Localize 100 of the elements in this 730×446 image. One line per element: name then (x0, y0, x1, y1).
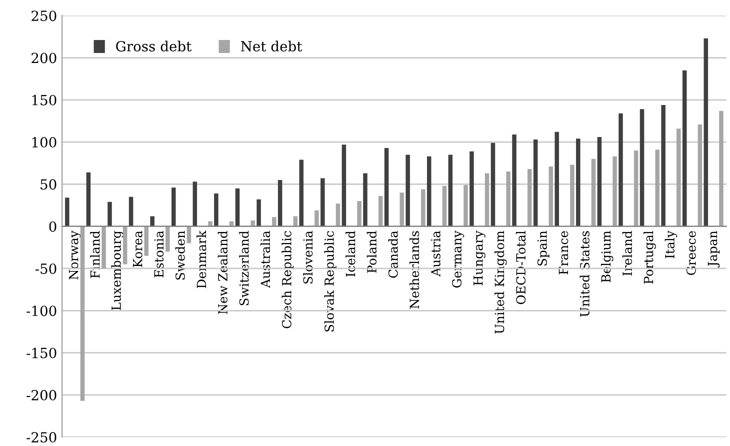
bar (591, 158, 596, 226)
legend-label: Gross debt (116, 40, 192, 52)
x-tick-label: France (558, 231, 568, 274)
bar (166, 226, 170, 252)
x-tick-label: Slovenia (302, 230, 313, 284)
x-tick-label: New Zealand (218, 230, 228, 314)
bar (426, 156, 432, 226)
bar (421, 189, 426, 226)
bar (640, 109, 644, 226)
bar (357, 201, 362, 226)
x-tick-label: Poland (366, 230, 377, 273)
x-tick-label: Denmark (196, 230, 206, 288)
x-tick-label: Norway (68, 230, 81, 280)
x-tick-label: Greece (686, 231, 696, 275)
x-tick-label: Germany (452, 230, 464, 288)
bar (597, 136, 602, 226)
bar (676, 128, 681, 226)
bar (214, 193, 218, 226)
x-tick-label: Sweden (175, 230, 185, 280)
bar (128, 196, 134, 226)
bar (719, 110, 724, 226)
bar (464, 185, 468, 226)
x-tick-label: Switzerland (239, 230, 249, 306)
bar (618, 113, 623, 226)
bar (208, 221, 212, 226)
bar (102, 226, 106, 268)
x-tick-label: Spain (537, 230, 550, 266)
y-tick-label: 200 (32, 52, 56, 64)
x-tick-label: Korea (133, 230, 142, 268)
y-tick-label: -250 (26, 432, 56, 443)
bar (122, 226, 128, 264)
x-tick-label: Netherlands (409, 231, 420, 309)
bar (448, 154, 453, 226)
bar (293, 216, 298, 226)
bar (554, 132, 559, 226)
x-tick-label: Slovak Republic (324, 231, 336, 332)
x-tick-label: Luxembourg (111, 230, 124, 310)
bar (533, 140, 538, 226)
y-tick-label: 150 (32, 94, 56, 106)
bar (378, 196, 383, 226)
x-tick-label: Austria (431, 230, 440, 277)
bar (320, 178, 325, 226)
x-tick-label: Portugal (644, 230, 656, 284)
bar (171, 188, 176, 226)
bar (527, 169, 532, 226)
y-tick-label: -150 (26, 348, 56, 358)
bar (698, 124, 702, 226)
bar (661, 104, 666, 226)
x-tick-label: OECD-Total (516, 230, 526, 304)
bar (512, 134, 516, 226)
bar (192, 182, 198, 226)
bar (484, 173, 490, 226)
bar (150, 216, 154, 226)
bar (250, 220, 255, 226)
bar (384, 148, 389, 226)
bar (570, 164, 574, 226)
bar (612, 156, 617, 226)
bar (108, 202, 112, 226)
y-tick-label: 100 (32, 137, 56, 148)
bar (682, 70, 687, 226)
legend-label: Net debt (240, 40, 302, 52)
y-tick-label: 50 (40, 179, 56, 190)
bar (442, 186, 447, 226)
x-tick-label: Iceland (346, 230, 356, 277)
bar (704, 38, 708, 226)
x-tick-label: Finland (90, 230, 100, 278)
y-tick-label: -50 (35, 263, 56, 274)
bar (256, 199, 261, 226)
bar (655, 150, 660, 226)
bar (490, 142, 496, 226)
y-tick-label: 250 (32, 10, 56, 22)
bar (400, 192, 404, 226)
bar (634, 150, 638, 226)
x-tick-label: Estonia (154, 230, 164, 278)
bar (406, 154, 410, 226)
x-tick-label: United Kingdom (494, 230, 507, 334)
x-tick-label: Australia (260, 230, 270, 288)
y-tick-label: -100 (26, 306, 56, 316)
bar (336, 204, 340, 226)
x-tick-label: Canada (388, 230, 398, 278)
y-tick-label: 0 (49, 221, 56, 232)
bar (470, 151, 474, 226)
bar (506, 172, 510, 226)
x-tick-label: Japan (708, 230, 720, 268)
x-tick-label: Italy (664, 230, 678, 258)
y-tick-label: -200 (26, 390, 56, 400)
x-tick-label: Czech Republic (282, 231, 294, 328)
x-tick-label: Hungary (474, 230, 486, 286)
bar (65, 198, 70, 226)
bar (144, 226, 148, 256)
bar (86, 172, 91, 226)
bar (80, 226, 85, 401)
bar (548, 166, 554, 226)
bar (314, 210, 319, 226)
bar (299, 160, 304, 226)
bar (272, 217, 276, 226)
bar (235, 188, 240, 226)
bar (576, 138, 580, 226)
bar (278, 180, 282, 226)
x-tick-label: Belgium (600, 230, 614, 282)
